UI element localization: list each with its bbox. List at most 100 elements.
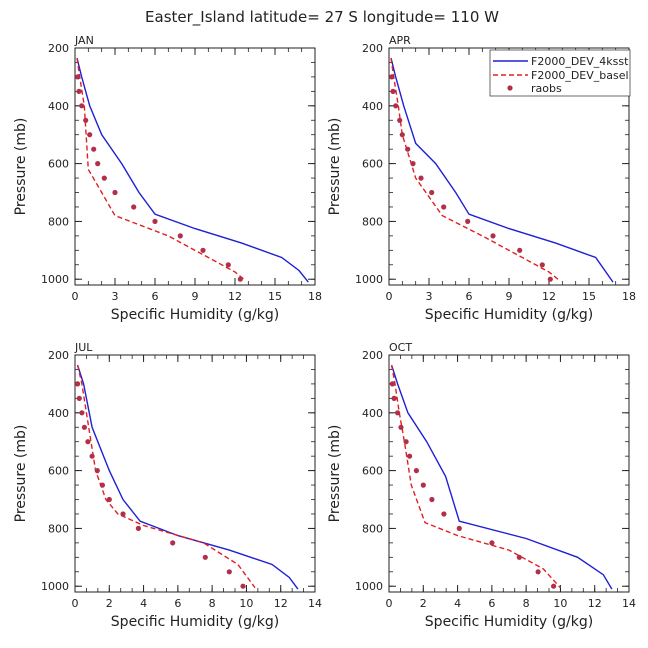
raobs-point — [420, 482, 426, 488]
x-tick-label: 6 — [152, 290, 159, 303]
raobs-point — [489, 540, 495, 546]
raobs-point — [429, 496, 435, 503]
x-tick-label: 10 — [239, 597, 253, 610]
panel-oct: 0 2 4 6 8 10 12 14 200 400 600 800 1000 Specific Humi… — [327, 341, 636, 630]
raobs-point — [79, 410, 85, 416]
raobs-point — [94, 468, 100, 474]
plot-frame — [74, 47, 316, 286]
panel-jan: 0 3 6 9 12 15 18 200 400 600 800 1000 Specific Humid… — [13, 34, 322, 323]
raobs-point — [75, 74, 81, 80]
x-tick-label: 12 — [228, 290, 242, 303]
figure-title: Easter_Island latitude= 27 S longitude= … — [145, 8, 499, 27]
raobs-point — [85, 439, 91, 445]
y-tick-label: 400 — [48, 407, 69, 420]
x-tick-label: 0 — [72, 597, 79, 610]
x-tick-label: 18 — [622, 290, 636, 303]
raobs-point — [79, 103, 85, 109]
raobs-point — [240, 583, 246, 589]
series-line-f2000-dev-basel — [390, 364, 561, 589]
raobs-point — [395, 410, 401, 416]
raobs-point — [106, 496, 112, 503]
y-tick-label: 400 — [362, 100, 383, 113]
raobs-point — [405, 146, 411, 152]
raobs-point — [389, 381, 395, 387]
raobs-point — [135, 525, 141, 532]
x-axis-label: Specific Humidity (g/kg) — [425, 307, 593, 323]
x-axis-label: Specific Humidity (g/kg) — [111, 614, 279, 630]
raobs-point — [101, 175, 107, 181]
raobs-point — [225, 262, 231, 268]
raobs-point — [539, 262, 545, 268]
series-line-f2000-dev-4ksst — [390, 57, 614, 283]
raobs-point — [429, 189, 435, 196]
raobs-point — [407, 453, 413, 459]
raobs-point — [76, 88, 82, 94]
x-tick-label: 6 — [174, 597, 181, 610]
raobs-point — [75, 381, 81, 387]
series-line-f2000-dev-basel — [390, 58, 561, 282]
y-tick-label: 1000 — [41, 273, 69, 286]
plot-frame — [388, 354, 630, 593]
raobs-point — [131, 204, 137, 210]
x-tick-label: 6 — [488, 597, 495, 610]
y-axis-label: Pressure (mb) — [13, 118, 29, 216]
panel-label: JAN — [74, 34, 94, 47]
y-tick-label: 1000 — [355, 273, 383, 286]
raobs-point — [397, 117, 403, 123]
x-tick-label: 2 — [106, 597, 113, 610]
raobs-point — [456, 525, 462, 532]
raobs-point — [410, 161, 416, 167]
y-tick-label: 200 — [362, 42, 383, 55]
panel-label: JUL — [74, 341, 93, 354]
raobs-point — [237, 276, 243, 282]
raobs-point — [551, 583, 557, 589]
raobs-point — [200, 247, 206, 253]
raobs-point — [120, 511, 126, 517]
raobs-point — [95, 161, 101, 167]
y-tick-label: 600 — [362, 465, 383, 478]
series-line-f2000-dev-basel — [76, 58, 247, 282]
y-tick-label: 200 — [48, 349, 69, 362]
panel-apr: 0 3 6 9 12 15 18 200 400 600 800 1000 Specific Humid… — [327, 34, 636, 323]
y-tick-label: 400 — [362, 407, 383, 420]
raobs-point — [535, 569, 541, 575]
raobs-point — [83, 117, 89, 123]
x-axis-label: Specific Humidity (g/kg) — [111, 307, 279, 323]
x-tick-label: 8 — [523, 597, 530, 610]
y-tick-label: 200 — [48, 42, 69, 55]
legend-label-4ksst: F2000_DEV_4ksst — [531, 55, 629, 68]
series-line-f2000-dev-basel — [76, 364, 256, 589]
y-tick-label: 200 — [362, 349, 383, 362]
x-axis-label: Specific Humidity (g/kg) — [425, 614, 593, 630]
panel-jul: 0 2 4 6 8 10 12 14 200 400 600 800 1000 Specific Humi… — [13, 341, 322, 630]
raobs-point — [418, 175, 424, 181]
plot-frame — [74, 354, 316, 593]
legend-label-basel: F2000_DEV_basel — [531, 69, 629, 82]
y-tick-label: 600 — [48, 158, 69, 171]
x-tick-label: 10 — [553, 597, 567, 610]
y-tick-label: 400 — [48, 100, 69, 113]
x-tick-label: 8 — [209, 597, 216, 610]
y-axis-label: Pressure (mb) — [327, 118, 343, 216]
panel-label: APR — [389, 34, 411, 47]
legend-box — [489, 49, 631, 97]
x-tick-label: 12 — [542, 290, 556, 303]
raobs-point — [170, 540, 176, 546]
x-tick-label: 0 — [386, 290, 393, 303]
raobs-point — [87, 132, 93, 138]
raobs-point — [393, 103, 399, 109]
raobs-point — [226, 569, 232, 575]
raobs-point — [398, 424, 404, 430]
y-tick-label: 1000 — [355, 580, 383, 593]
raobs-point — [547, 276, 553, 282]
series-line-f2000-dev-4ksst — [76, 364, 299, 590]
x-tick-label: 0 — [386, 597, 393, 610]
y-tick-label: 800 — [362, 522, 383, 535]
legend-label-raobs: raobs — [531, 82, 562, 95]
series-line-f2000-dev-4ksst — [76, 57, 309, 283]
x-tick-label: 4 — [140, 597, 147, 610]
raobs-point — [89, 453, 95, 459]
raobs-point — [390, 88, 396, 94]
x-tick-label: 0 — [72, 290, 79, 303]
